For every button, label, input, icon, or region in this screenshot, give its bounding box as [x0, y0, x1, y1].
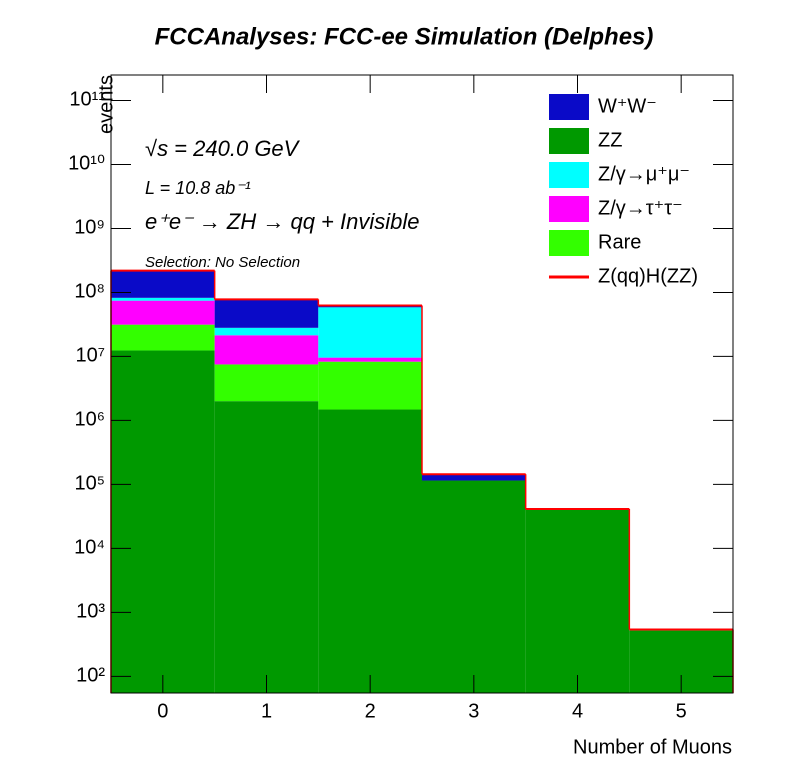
- legend-label: Z/γ→μ⁺μ⁻: [598, 163, 690, 185]
- legend-label: W⁺W⁻: [598, 95, 657, 117]
- y-tick-label: 10¹¹: [69, 89, 105, 111]
- y-tick-label: 10²: [76, 665, 105, 687]
- bar-segment: [111, 297, 215, 301]
- bar-segment: [214, 299, 319, 328]
- bar-segment: [214, 401, 319, 693]
- y-axis-label: events: [95, 75, 117, 134]
- bar-segment: [318, 307, 422, 358]
- y-tick-label: 10¹⁰: [68, 153, 105, 175]
- x-tick-label: 2: [365, 700, 376, 722]
- x-tick-label: 4: [572, 700, 583, 722]
- x-tick-label: 1: [261, 700, 272, 722]
- legend-swatch: [549, 128, 589, 154]
- y-tick-label: 10³: [76, 601, 105, 623]
- bar-segment: [422, 474, 526, 481]
- x-tick-label: 5: [676, 700, 687, 722]
- bars: [111, 270, 733, 693]
- bar-segment: [214, 364, 319, 402]
- y-tick-label: 10⁸: [74, 281, 105, 303]
- legend-swatch: [549, 196, 589, 222]
- y-tick-label: 10⁷: [76, 345, 105, 367]
- bar-segment: [318, 357, 422, 362]
- bar-segment: [318, 409, 422, 693]
- bar-segment: [111, 270, 215, 298]
- legend-label: Rare: [598, 231, 641, 253]
- legend: W⁺W⁻ ZZ Z/γ→μ⁺μ⁻ Z/γ→τ⁺τ⁻ Rare Z(qq)H(ZZ): [549, 94, 698, 287]
- annotation: L = 10.8 ab⁻¹: [145, 178, 251, 198]
- x-tick-label: 0: [157, 700, 168, 722]
- bar-segment: [111, 324, 215, 351]
- x-axis-label: Number of Muons: [573, 736, 732, 758]
- bar-segment: [318, 361, 422, 410]
- bar-segment: [525, 509, 630, 693]
- y-tick-label: 10⁴: [74, 537, 105, 559]
- x-tick-label: 3: [468, 700, 479, 722]
- annotation: √s = 240.0 GeV: [145, 136, 301, 161]
- legend-label: Z/γ→τ⁺τ⁻: [598, 197, 683, 219]
- y-tick-label: 10⁹: [74, 217, 105, 239]
- plot-frame: [110, 74, 734, 694]
- bar-segment: [111, 300, 215, 325]
- legend-label: ZZ: [598, 129, 622, 151]
- legend-swatch: [549, 162, 589, 188]
- bar-segment: [214, 327, 319, 336]
- annotation: Selection: No Selection: [145, 254, 300, 271]
- bar-segment: [214, 335, 319, 365]
- bar-segment: [422, 480, 526, 693]
- y-tick-label: 10⁶: [75, 409, 105, 431]
- annotation: e⁺e⁻ → ZH → qq + Invisible: [145, 209, 420, 234]
- legend-label: Z(qq)H(ZZ): [598, 265, 698, 287]
- bar-segment: [111, 350, 215, 693]
- legend-swatch: [549, 94, 589, 120]
- y-tick-label: 10⁵: [74, 473, 105, 495]
- chart-title: FCCAnalyses: FCC-ee Simulation (Delphes): [155, 23, 654, 50]
- legend-swatch: [549, 230, 589, 256]
